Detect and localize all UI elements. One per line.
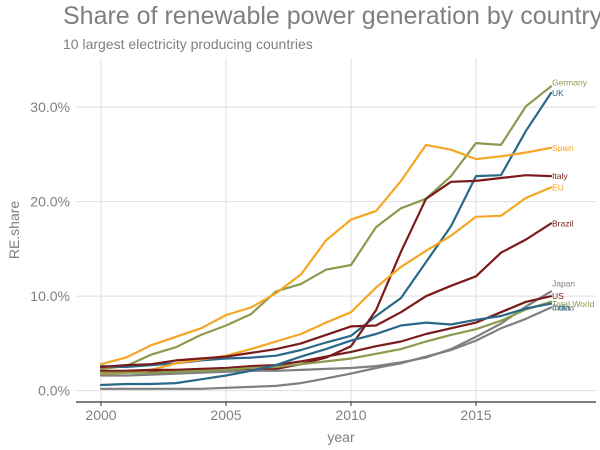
- series-label-us: US: [552, 291, 564, 301]
- series-label-india: India: [552, 303, 571, 313]
- y-axis-label: RE.share: [6, 201, 22, 260]
- series-label-china: China: [552, 302, 574, 312]
- series-line-india: [99, 302, 553, 387]
- axes: 2000 2005 2010 2015 0.0% 10.0% 20.0% 30.0%: [30, 99, 596, 423]
- series-line-china: [99, 306, 553, 390]
- series-line-total-world: [99, 300, 553, 374]
- series-label-germany: Germany: [552, 77, 588, 87]
- x-tick-label-2010: 2010: [335, 407, 366, 423]
- x-tick-label-2015: 2015: [460, 407, 491, 423]
- y-tick-label-1: 10.0%: [30, 288, 70, 304]
- series-line-spain: [99, 143, 553, 366]
- series-label-japan: Japan: [552, 278, 575, 288]
- chart-title: Share of renewable power generation by c…: [63, 2, 600, 30]
- y-tick-label-2: 20.0%: [30, 194, 70, 210]
- series-line-japan: [99, 290, 553, 377]
- series-label-spain: Spain: [552, 143, 574, 153]
- series-label-brazil: Brazil: [552, 218, 573, 228]
- series-label-eu: EU: [552, 182, 564, 192]
- series-line-us: [99, 295, 553, 372]
- x-axis-label: year: [327, 429, 355, 445]
- x-tick-label-2000: 2000: [85, 407, 116, 423]
- y-tick-label-0: 0.0%: [38, 383, 70, 399]
- series-line-germany: [99, 85, 553, 370]
- series-line-eu: [99, 186, 553, 376]
- series-label-total-world: Total World: [552, 299, 595, 309]
- series-line-brazil: [99, 222, 553, 369]
- chart-subtitle: 10 largest electricity producing countri…: [63, 36, 313, 52]
- grid-lines: [76, 58, 596, 402]
- series-label-uk: UK: [552, 88, 564, 98]
- series-lines: [99, 85, 553, 390]
- x-tick-label-2005: 2005: [210, 407, 241, 423]
- series-label-italy: Italy: [552, 171, 568, 181]
- y-tick-label-3: 30.0%: [30, 99, 70, 115]
